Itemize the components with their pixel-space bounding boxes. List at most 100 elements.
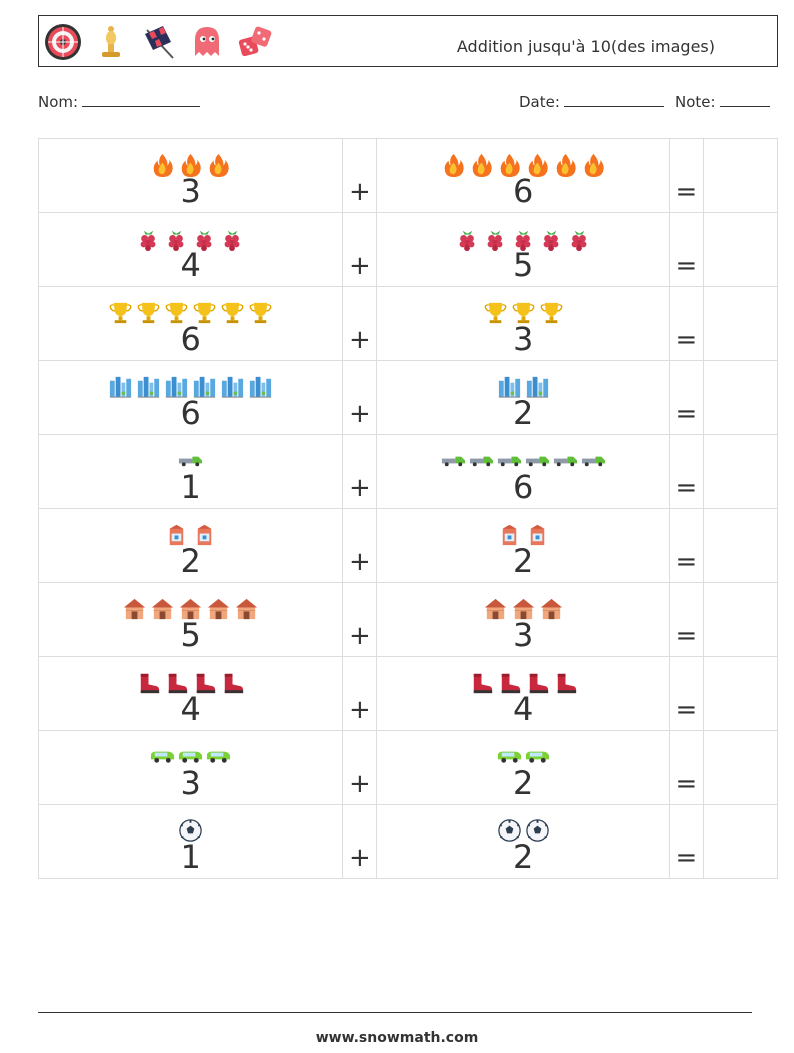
answer-cell[interactable]: [702, 286, 779, 361]
house-icon: [124, 598, 146, 620]
truck-icon: [179, 456, 203, 467]
answer-cell[interactable]: [702, 656, 779, 731]
addend-a-cell: 5: [37, 582, 344, 657]
equals-cell: =: [668, 730, 704, 805]
raspberry-icon: [196, 230, 212, 252]
equals-sign: =: [675, 695, 698, 725]
addend-a-cell: 1: [37, 804, 344, 879]
addend-b-icons: [377, 151, 668, 178]
milk-icon: [530, 524, 544, 546]
date-field: Date:: [519, 93, 664, 111]
city-icon: [194, 376, 216, 398]
plus-cell: +: [342, 434, 378, 509]
boot-icon: [140, 673, 160, 694]
answer-cell[interactable]: [702, 508, 779, 583]
truck-icon: [553, 456, 577, 467]
note-label: Note:: [675, 93, 716, 111]
house-icon: [236, 598, 258, 620]
addend-b-cell: 2: [376, 508, 670, 583]
name-label: Nom:: [38, 93, 79, 111]
trophy-icon: [484, 302, 507, 324]
city-icon: [526, 376, 548, 398]
addend-a-icons: [39, 299, 342, 326]
addend-b: 6: [512, 172, 534, 210]
answer-cell[interactable]: [702, 582, 779, 657]
date-line[interactable]: [563, 105, 664, 107]
equals-sign: =: [675, 621, 698, 651]
addend-a-cell: 6: [37, 360, 344, 435]
trophy-icon: [249, 302, 272, 324]
addend-a-icons: [39, 151, 342, 178]
house-icon: [512, 598, 534, 620]
addend-b: 2: [512, 838, 534, 876]
addend-a: 6: [180, 394, 201, 432]
fire-icon: [181, 153, 201, 178]
addend-b-cell: 2: [376, 804, 670, 879]
addend-a: 4: [180, 690, 201, 728]
boot-icon: [529, 673, 548, 694]
ball-icon: [525, 819, 549, 842]
truck-icon: [469, 456, 493, 467]
addend-a-icons: [39, 595, 342, 622]
addend-a-icons: [39, 743, 342, 770]
page-title: Addition jusqu'à 10(des images): [456, 37, 715, 56]
problem-row: 5 +3 =: [37, 582, 779, 657]
problem-row: 6 +2 =: [37, 360, 779, 435]
footer-divider: [38, 1012, 752, 1013]
addend-a: 6: [180, 320, 201, 358]
dartboard-icon: [45, 24, 81, 60]
milk-icon: [502, 524, 516, 546]
trophy-icon: [193, 302, 216, 324]
house-icon: [484, 598, 506, 620]
car-icon: [151, 751, 175, 763]
answer-cell[interactable]: [702, 212, 779, 287]
note-line[interactable]: [719, 105, 770, 107]
answer-cell[interactable]: [702, 434, 779, 509]
equals-cell: =: [668, 434, 704, 509]
addend-a-cell: 4: [37, 212, 344, 287]
ball-icon: [497, 819, 521, 842]
boot-icon: [168, 673, 188, 694]
addend-b: 3: [512, 320, 534, 358]
trophy-icon: [540, 302, 563, 324]
fire-icon: [500, 153, 520, 178]
answer-cell[interactable]: [702, 138, 779, 213]
fire-icon: [153, 153, 173, 178]
addend-b-icons: [377, 447, 668, 474]
name-line[interactable]: [82, 105, 201, 107]
plus-cell: +: [342, 804, 378, 879]
equals-sign: =: [675, 399, 698, 429]
city-icon: [138, 376, 160, 398]
answer-cell[interactable]: [702, 360, 779, 435]
car-icon: [179, 751, 203, 763]
trophy-icon: [137, 302, 160, 324]
dice-icon: [238, 26, 272, 57]
raspberry-icon: [515, 230, 531, 252]
plus-sign: +: [349, 843, 371, 873]
plus-sign: +: [349, 251, 371, 281]
equals-cell: =: [668, 360, 704, 435]
raspberry-icon: [571, 230, 587, 252]
addend-a: 4: [180, 246, 201, 284]
trophy-icon: [109, 302, 132, 324]
addend-a-cell: 6: [37, 286, 344, 361]
worksheet-header: Addition jusqu'à 10(des images): [38, 15, 778, 67]
addend-b-icons: [377, 373, 668, 400]
house-icon: [540, 598, 562, 620]
car-icon: [525, 751, 549, 763]
ghost-icon: [195, 27, 219, 56]
problem-row: 4 +5 =: [37, 212, 779, 287]
plus-sign: +: [349, 621, 371, 651]
answer-cell[interactable]: [702, 804, 779, 879]
note-field: Note:: [675, 93, 770, 111]
addend-a-icons: [39, 669, 342, 696]
plus-cell: +: [342, 582, 378, 657]
answer-cell[interactable]: [702, 730, 779, 805]
plus-sign: +: [349, 695, 371, 725]
addend-a: 2: [180, 542, 201, 580]
header-icons: [43, 22, 275, 62]
fire-icon: [209, 153, 229, 178]
fire-icon: [444, 153, 464, 178]
plus-sign: +: [349, 769, 371, 799]
date-label: Date:: [519, 93, 560, 111]
